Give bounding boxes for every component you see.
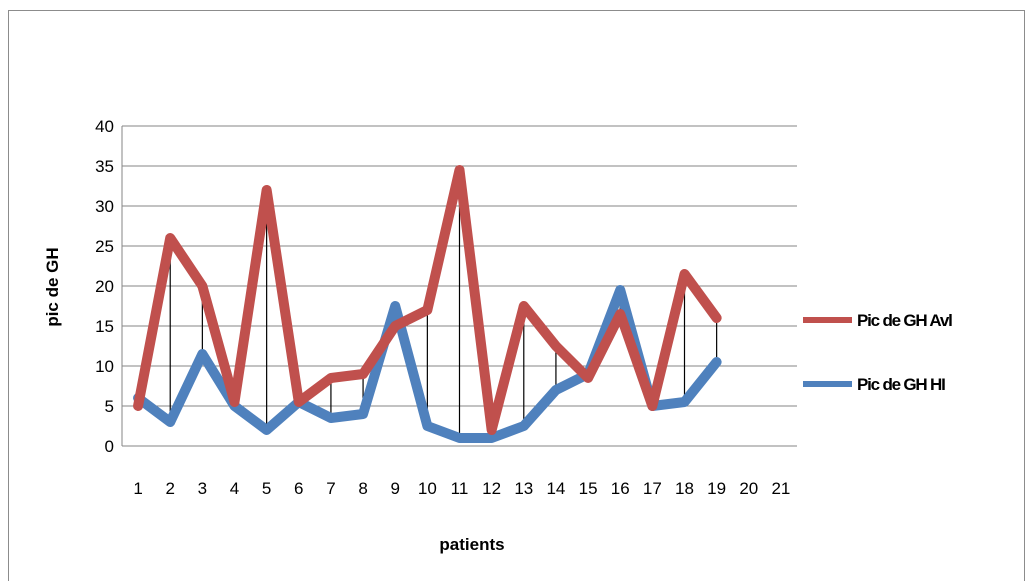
x-tick-label: 19 xyxy=(707,479,726,498)
legend-label: Pic de GH Avl xyxy=(857,311,952,330)
x-tick-label: 10 xyxy=(418,479,437,498)
x-axis-ticks: 1 2 3 4 5 6 7 8 9 10 11 12 13 14 15 16 17 18 19 20 21 xyxy=(133,479,790,498)
x-tick-label: 3 xyxy=(198,479,207,498)
x-tick-label: 18 xyxy=(675,479,694,498)
legend-label: Pic de GH HI xyxy=(857,375,945,394)
x-tick-label: 1 xyxy=(133,479,142,498)
y-tick-label: 10 xyxy=(95,357,114,376)
x-axis-title: patients xyxy=(439,535,504,554)
x-tick-label: 13 xyxy=(514,479,533,498)
series-lines xyxy=(133,165,722,443)
y-tick-label: 15 xyxy=(95,317,114,336)
x-tick-label: 2 xyxy=(165,479,174,498)
x-tick-label: 17 xyxy=(643,479,662,498)
x-tick-label: 7 xyxy=(326,479,335,498)
y-tick-label: 5 xyxy=(105,397,114,416)
y-tick-label: 40 xyxy=(95,117,114,136)
y-tick-label: 35 xyxy=(95,157,114,176)
y-axis-title: pic de GH xyxy=(43,247,62,326)
legend: Pic de GH Avl Pic de GH HI xyxy=(803,311,953,394)
y-tick-label: 0 xyxy=(105,437,114,456)
x-tick-label: 21 xyxy=(771,479,790,498)
y-tick-label: 20 xyxy=(95,277,114,296)
x-tick-label: 9 xyxy=(390,479,399,498)
series-line-0 xyxy=(133,165,722,435)
x-tick-label: 14 xyxy=(546,479,565,498)
x-tick-label: 20 xyxy=(739,479,758,498)
x-tick-label: 12 xyxy=(482,479,501,498)
y-tick-label: 30 xyxy=(95,197,114,216)
x-tick-label: 11 xyxy=(451,479,469,498)
y-axis-ticks: 0 5 10 15 20 25 30 35 40 xyxy=(95,117,114,456)
x-tick-label: 8 xyxy=(358,479,367,498)
x-tick-label: 5 xyxy=(262,479,271,498)
x-tick-label: 15 xyxy=(579,479,598,498)
x-tick-label: 16 xyxy=(611,479,630,498)
chart-frame xyxy=(8,10,1025,581)
x-tick-label: 6 xyxy=(294,479,303,498)
x-tick-label: 4 xyxy=(230,479,239,498)
y-tick-label: 25 xyxy=(95,237,114,256)
